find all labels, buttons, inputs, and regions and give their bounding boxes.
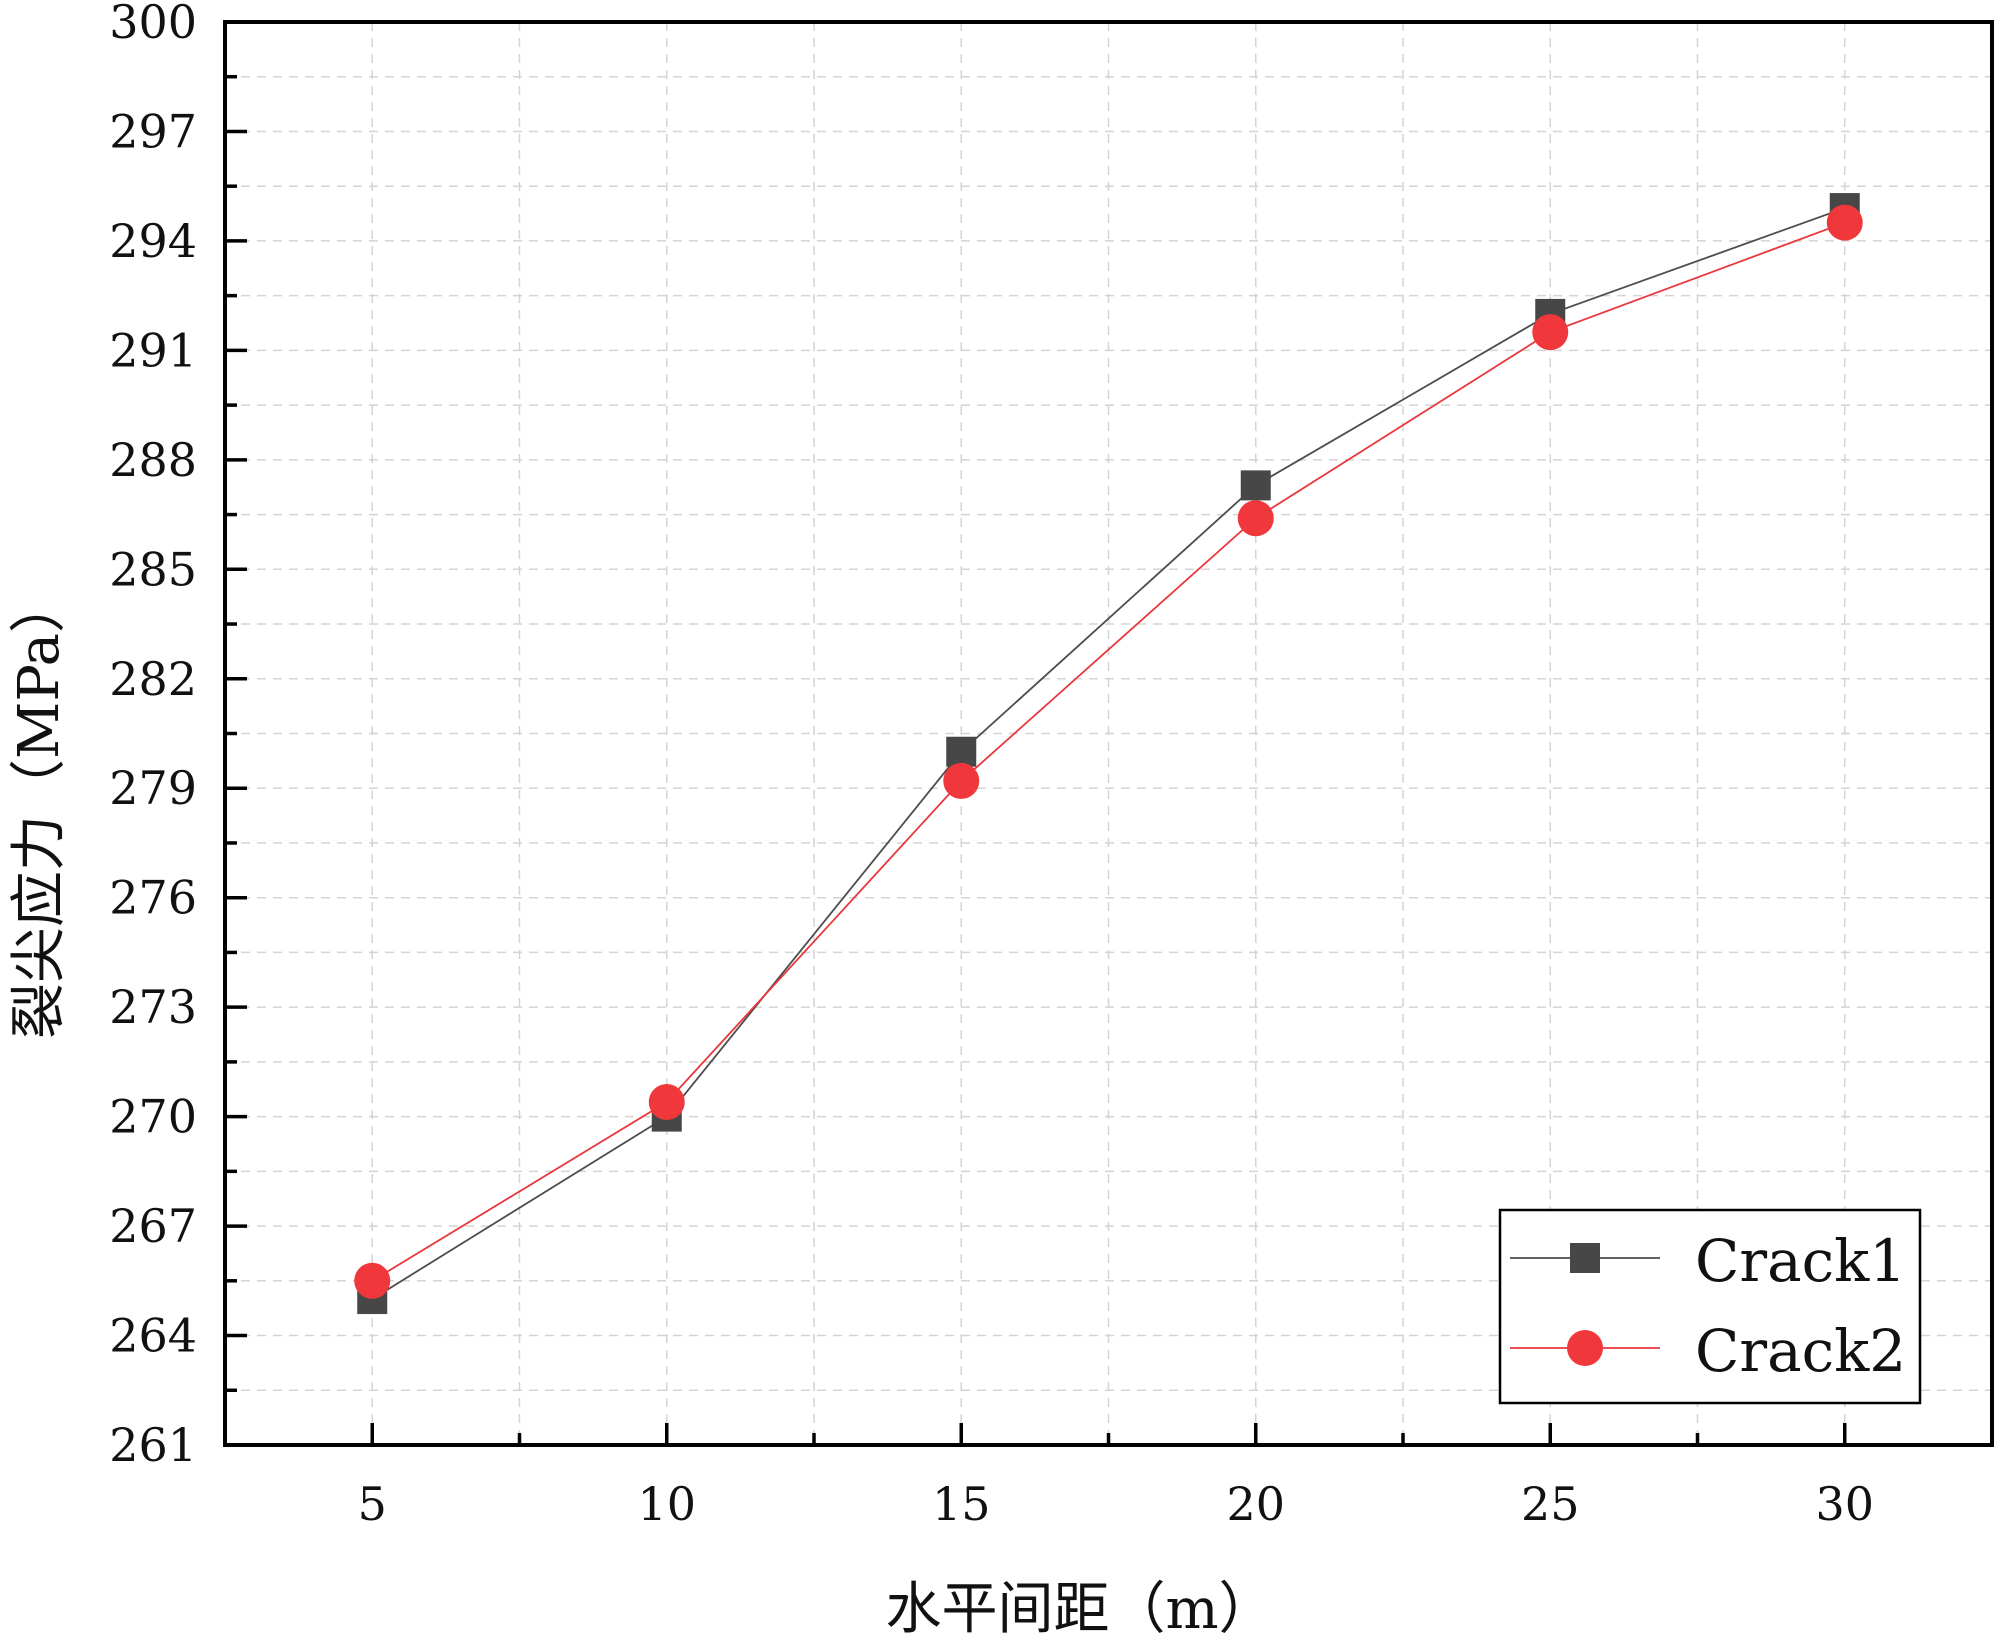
y-axis-tick-labels: 261 264 267 270 273 276 279 282 285 288 291 294 297 3… bbox=[109, 0, 197, 1472]
y-tick-label: 270 bbox=[109, 1090, 197, 1144]
series-crack2 bbox=[354, 204, 1863, 1299]
y-tick-label: 276 bbox=[109, 871, 197, 925]
y-tick-label: 288 bbox=[109, 433, 197, 487]
y-axis-title: 裂尖应力（MPa） bbox=[7, 577, 72, 1039]
data-point bbox=[1826, 204, 1863, 241]
data-point bbox=[1240, 470, 1271, 501]
x-axis-title: 水平间距（m） bbox=[885, 1577, 1274, 1642]
x-tick-label: 10 bbox=[637, 1477, 696, 1531]
legend-box bbox=[1498, 1208, 1922, 1405]
y-tick-label: 273 bbox=[109, 980, 197, 1034]
x-tick-label: 5 bbox=[358, 1477, 387, 1531]
legend-label-crack2: Crack2 bbox=[1695, 1317, 1906, 1385]
x-tick-label: 20 bbox=[1226, 1477, 1285, 1531]
y-tick-label: 264 bbox=[109, 1309, 197, 1363]
y-tick-label: 282 bbox=[109, 652, 197, 706]
data-point bbox=[648, 1084, 685, 1121]
data-point bbox=[946, 736, 977, 767]
y-tick-label: 297 bbox=[109, 104, 197, 158]
x-tick-label: 25 bbox=[1521, 1477, 1580, 1531]
y-tick-label: 294 bbox=[109, 214, 197, 268]
y-tick-label: 261 bbox=[109, 1418, 197, 1472]
y-tick-label: 291 bbox=[109, 323, 197, 377]
legend: Crack1 Crack2 bbox=[1498, 1208, 1922, 1405]
data-point bbox=[354, 1262, 391, 1299]
x-tick-label: 15 bbox=[932, 1477, 991, 1531]
axis-ticks bbox=[225, 20, 1847, 1447]
y-tick-label: 285 bbox=[109, 542, 197, 596]
legend-label-crack1: Crack1 bbox=[1695, 1227, 1906, 1295]
legend-marker-crack2 bbox=[1567, 1330, 1603, 1366]
y-tick-label: 267 bbox=[109, 1199, 197, 1253]
y-tick-label: 279 bbox=[109, 761, 197, 815]
data-point bbox=[1532, 314, 1569, 351]
series-line bbox=[371, 207, 1846, 1300]
series-line bbox=[371, 221, 1846, 1282]
data-point bbox=[1237, 500, 1274, 537]
x-tick-label: 30 bbox=[1815, 1477, 1874, 1531]
data-point bbox=[943, 762, 980, 799]
y-tick-label: 300 bbox=[109, 0, 197, 49]
series-layer bbox=[354, 193, 1863, 1315]
legend-marker-crack1 bbox=[1570, 1243, 1600, 1273]
x-axis-tick-labels: 5 10 15 20 25 30 bbox=[358, 1477, 1874, 1531]
